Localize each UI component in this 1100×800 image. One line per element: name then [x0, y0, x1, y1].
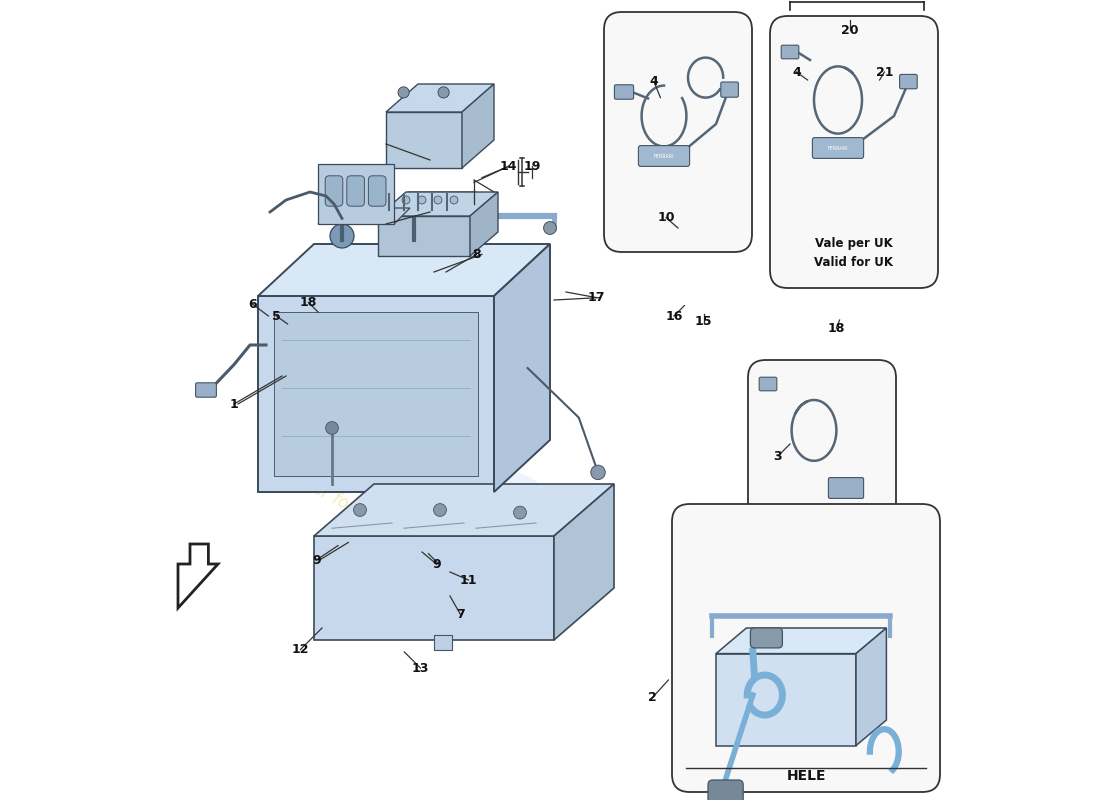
Circle shape: [543, 222, 557, 234]
FancyBboxPatch shape: [708, 780, 744, 800]
FancyBboxPatch shape: [604, 12, 752, 252]
FancyBboxPatch shape: [368, 176, 386, 206]
Text: 14: 14: [499, 160, 517, 173]
Polygon shape: [716, 628, 887, 654]
Text: europ: europ: [250, 316, 530, 516]
FancyBboxPatch shape: [720, 82, 738, 97]
Text: 6: 6: [249, 298, 256, 310]
Text: 12: 12: [292, 643, 309, 656]
FancyBboxPatch shape: [813, 138, 864, 158]
Text: 20: 20: [842, 24, 859, 37]
Circle shape: [418, 196, 426, 204]
Circle shape: [514, 506, 527, 519]
Text: HELE: HELE: [786, 769, 826, 783]
FancyBboxPatch shape: [434, 635, 452, 650]
FancyBboxPatch shape: [770, 16, 938, 288]
Polygon shape: [470, 192, 498, 256]
Text: 10: 10: [658, 211, 674, 224]
FancyBboxPatch shape: [346, 176, 364, 206]
Circle shape: [402, 224, 426, 248]
Polygon shape: [258, 244, 550, 296]
Text: 16: 16: [666, 310, 683, 322]
Polygon shape: [318, 164, 394, 224]
FancyBboxPatch shape: [900, 74, 917, 89]
FancyBboxPatch shape: [615, 85, 634, 99]
Circle shape: [326, 422, 339, 434]
Text: 4: 4: [650, 75, 659, 88]
Text: 2: 2: [648, 691, 657, 704]
Polygon shape: [386, 112, 462, 168]
Polygon shape: [494, 244, 550, 492]
Circle shape: [438, 86, 449, 98]
Polygon shape: [258, 296, 494, 492]
Polygon shape: [462, 84, 494, 168]
Polygon shape: [388, 192, 476, 208]
Polygon shape: [378, 192, 498, 216]
Text: 18: 18: [827, 322, 845, 334]
Polygon shape: [378, 216, 470, 256]
Polygon shape: [314, 536, 554, 640]
Text: 21: 21: [876, 66, 893, 78]
Circle shape: [591, 465, 605, 479]
Text: 17: 17: [587, 291, 605, 304]
Polygon shape: [386, 84, 494, 112]
FancyBboxPatch shape: [638, 146, 690, 166]
Text: a leader for parts since 1985: a leader for parts since 1985: [264, 455, 484, 585]
Text: 19: 19: [524, 160, 541, 173]
FancyBboxPatch shape: [326, 176, 343, 206]
Polygon shape: [856, 628, 887, 746]
Text: Vale per UK: Vale per UK: [815, 238, 893, 250]
Circle shape: [398, 86, 409, 98]
Text: 3: 3: [773, 450, 782, 462]
Text: 11: 11: [460, 574, 477, 586]
FancyBboxPatch shape: [781, 45, 799, 58]
Text: 1: 1: [230, 398, 239, 410]
Circle shape: [434, 196, 442, 204]
FancyBboxPatch shape: [828, 478, 864, 498]
Text: arts: arts: [352, 384, 556, 544]
Text: 7: 7: [456, 608, 465, 621]
Circle shape: [353, 504, 366, 517]
Text: FERRARI: FERRARI: [827, 146, 848, 150]
Polygon shape: [314, 484, 614, 536]
Polygon shape: [318, 208, 410, 224]
Text: 15: 15: [695, 315, 713, 328]
Circle shape: [433, 504, 447, 517]
Circle shape: [450, 196, 458, 204]
Text: 4: 4: [792, 66, 801, 78]
Text: 9: 9: [312, 554, 321, 566]
Text: 5: 5: [272, 310, 280, 322]
FancyBboxPatch shape: [672, 504, 940, 792]
FancyBboxPatch shape: [748, 360, 896, 520]
Text: 8: 8: [472, 248, 481, 261]
Text: 13: 13: [411, 662, 429, 674]
FancyBboxPatch shape: [750, 628, 782, 648]
FancyBboxPatch shape: [759, 377, 777, 390]
Circle shape: [330, 224, 354, 248]
Polygon shape: [716, 654, 856, 746]
Text: Valid for UK: Valid for UK: [814, 256, 893, 269]
Polygon shape: [274, 312, 478, 476]
Circle shape: [402, 196, 410, 204]
Text: FERRARI: FERRARI: [653, 154, 674, 158]
Text: 18: 18: [299, 296, 317, 309]
Polygon shape: [178, 544, 218, 608]
Polygon shape: [554, 484, 614, 640]
Text: 9: 9: [432, 558, 441, 570]
FancyBboxPatch shape: [196, 382, 217, 397]
